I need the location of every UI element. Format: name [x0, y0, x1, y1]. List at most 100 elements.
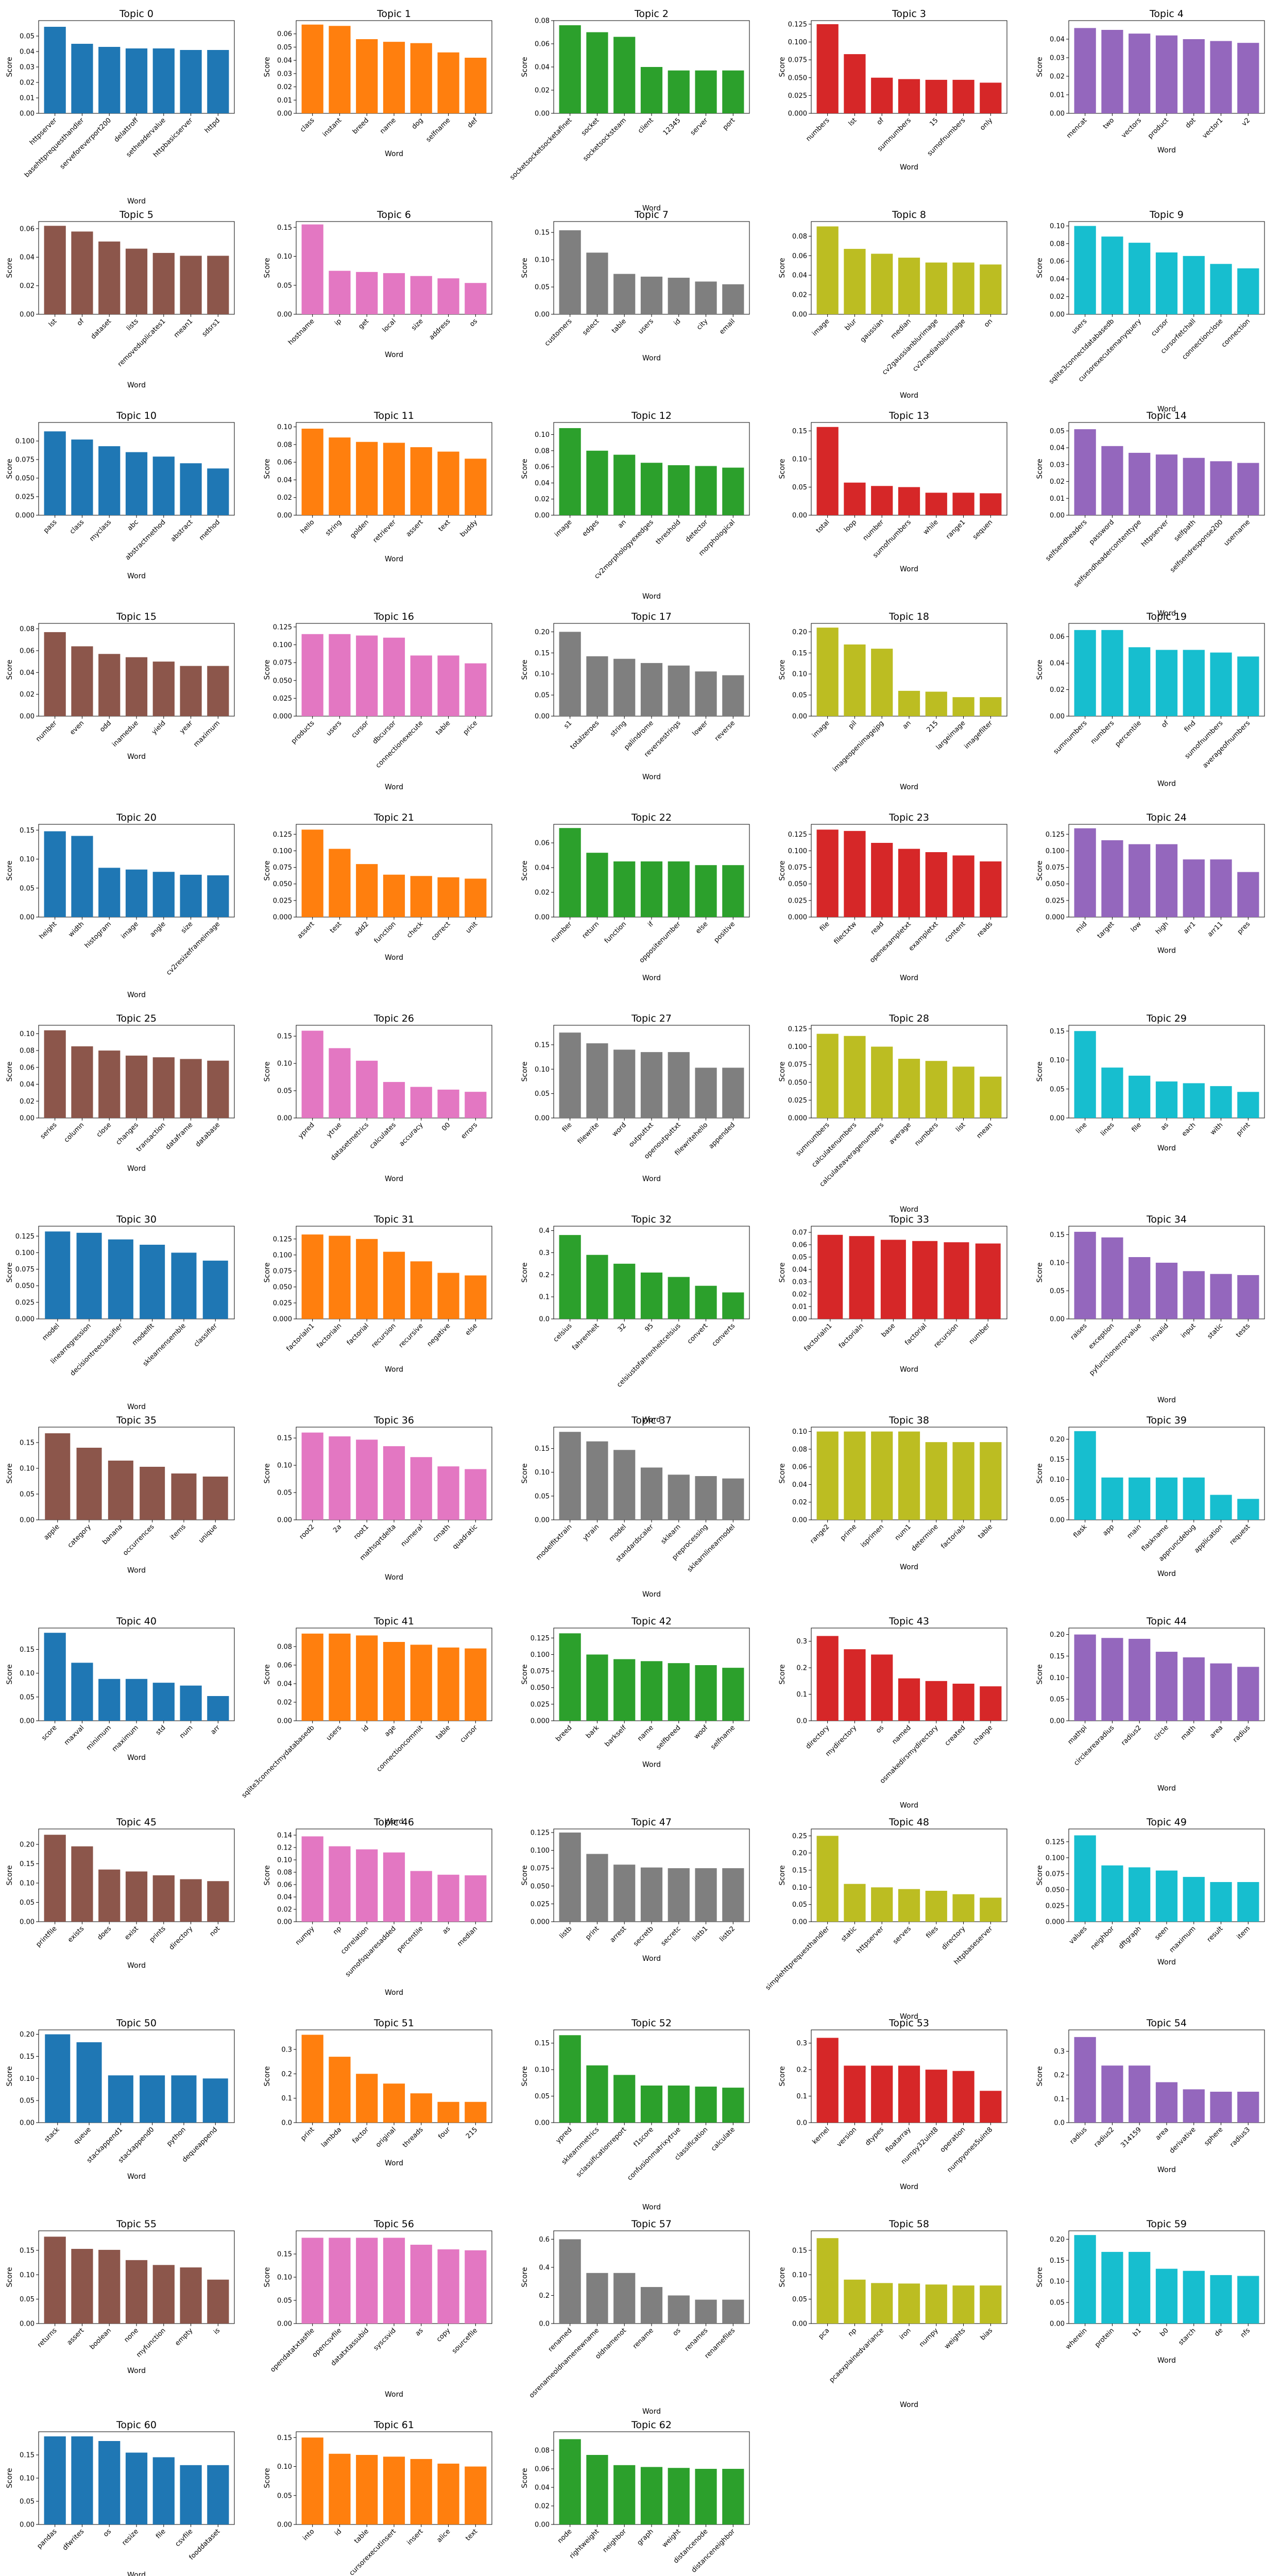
x-tick-label: prints — [148, 1925, 167, 1944]
y-tick-label: 0.100 — [15, 438, 35, 446]
bar — [301, 1234, 323, 1319]
bar — [437, 1466, 459, 1520]
x-tick-label: retriever — [372, 518, 398, 545]
bar — [586, 656, 608, 716]
x-tick-label: alice — [435, 2528, 452, 2544]
chart-title: Topic 8 — [892, 209, 926, 221]
bar — [301, 24, 323, 113]
x-tick-label: even — [69, 719, 86, 736]
bar — [613, 1263, 636, 1319]
y-tick-label: 0.02 — [792, 292, 807, 299]
y-tick-label: 0.00 — [277, 1115, 292, 1123]
chart-topic-13: Topic 13 0.00 0.05 0.10 0.15 total loop number s… — [778, 410, 1007, 573]
bar — [1129, 243, 1151, 314]
x-tick-label: assert — [296, 920, 316, 940]
x-tick-label: reverse — [713, 719, 737, 742]
x-tick-label: exists — [66, 1925, 86, 1944]
x-tick-label: version — [835, 2126, 858, 2148]
x-tick-label: table — [434, 1724, 452, 1741]
x-tick-label: weights — [943, 2327, 967, 2351]
bar — [1129, 1477, 1151, 1520]
bar — [140, 1245, 165, 1319]
bar — [613, 1865, 636, 1922]
y-tick-label: 0.01 — [1050, 495, 1065, 503]
bar — [465, 1648, 487, 1721]
x-tick-label: add2 — [353, 920, 370, 938]
y-axis-label: Score — [263, 57, 271, 77]
bar — [465, 1275, 487, 1319]
bar — [952, 2071, 975, 2123]
bar — [71, 1846, 93, 1922]
x-tick-label: model — [41, 1322, 61, 1342]
bar — [640, 1052, 663, 1118]
x-tick-label: inamedue — [111, 719, 140, 749]
bar — [1237, 1499, 1259, 1520]
bar — [383, 2456, 405, 2524]
y-tick-label: 0.08 — [792, 1446, 807, 1453]
y-tick-label: 0.10 — [535, 1066, 550, 1074]
bar — [844, 54, 866, 113]
y-axis-label: Score — [6, 2267, 14, 2287]
x-tick-label: abc — [126, 518, 140, 532]
bar — [980, 1076, 1002, 1118]
y-tick-label: 0.06 — [20, 1064, 35, 1072]
bar — [125, 1679, 148, 1721]
bar — [871, 1887, 893, 1922]
y-axis-label: Score — [778, 2066, 787, 2086]
bar — [45, 1231, 71, 1319]
y-tick-label: 0.20 — [20, 2031, 35, 2039]
x-tick-label: threads — [401, 2126, 425, 2149]
bar — [980, 1442, 1002, 1520]
x-tick-label: word — [611, 1121, 628, 1138]
x-tick-label: cursor — [1150, 317, 1170, 338]
x-tick-label: name — [379, 116, 398, 135]
bar — [640, 2086, 663, 2123]
y-tick-label: 0.125 — [531, 1635, 550, 1642]
bar — [952, 855, 975, 917]
y-axis-label: Score — [263, 1865, 271, 1885]
bar — [1237, 1882, 1259, 1922]
y-tick-label: 0.10 — [535, 671, 550, 679]
x-tick-label: cv2resizeframeimage — [165, 920, 221, 977]
x-tick-label: an — [617, 518, 628, 530]
x-tick-label: none — [123, 2327, 140, 2344]
y-tick-label: 0.06 — [20, 225, 35, 233]
x-tick-label: dataframe — [164, 1121, 195, 1151]
x-tick-label: node — [556, 2528, 574, 2545]
x-tick-label: isprimen — [859, 1523, 885, 1549]
bar — [844, 1884, 866, 1922]
bar — [356, 1239, 378, 1319]
y-axis-label: Score — [778, 57, 787, 77]
y-tick-label: 0.2 — [539, 1272, 550, 1279]
bar — [722, 1668, 744, 1721]
bar — [586, 1043, 608, 1118]
x-tick-label: csvfile — [174, 2528, 194, 2548]
x-tick-label: cursor — [459, 1724, 480, 1744]
y-tick-label: 0.000 — [1046, 1919, 1065, 1926]
y-tick-label: 0.075 — [531, 1668, 550, 1675]
x-tick-label: area — [1208, 1724, 1224, 1740]
axes-frame — [811, 1226, 1007, 1319]
y-axis-label: Score — [6, 1865, 14, 1885]
bar — [668, 1868, 690, 1922]
y-tick-label: 0.10 — [1050, 1057, 1065, 1064]
y-tick-label: 0.20 — [792, 629, 807, 636]
y-tick-label: 0.10 — [792, 671, 807, 679]
y-tick-label: 0.2 — [1054, 2072, 1065, 2079]
bar — [207, 1060, 229, 1118]
bar — [1129, 1638, 1151, 1721]
bar — [356, 1060, 378, 1118]
bar — [695, 1868, 717, 1922]
y-axis-label: Score — [6, 2066, 14, 2086]
y-tick-label: 0.06 — [20, 647, 35, 655]
x-tick-label: into — [301, 2528, 316, 2542]
y-tick-label: 0.00 — [20, 1115, 35, 1123]
y-tick-label: 0.04 — [1050, 660, 1065, 668]
y-tick-label: 0.000 — [531, 1919, 550, 1926]
x-tick-label: root2 — [298, 1523, 316, 1541]
bar — [44, 1030, 66, 1118]
x-tick-label: factor — [351, 2126, 371, 2145]
x-axis-label: Word — [385, 1175, 403, 1183]
y-tick-label: 0.00 — [277, 1517, 292, 1524]
x-tick-label: table — [977, 1523, 994, 1540]
